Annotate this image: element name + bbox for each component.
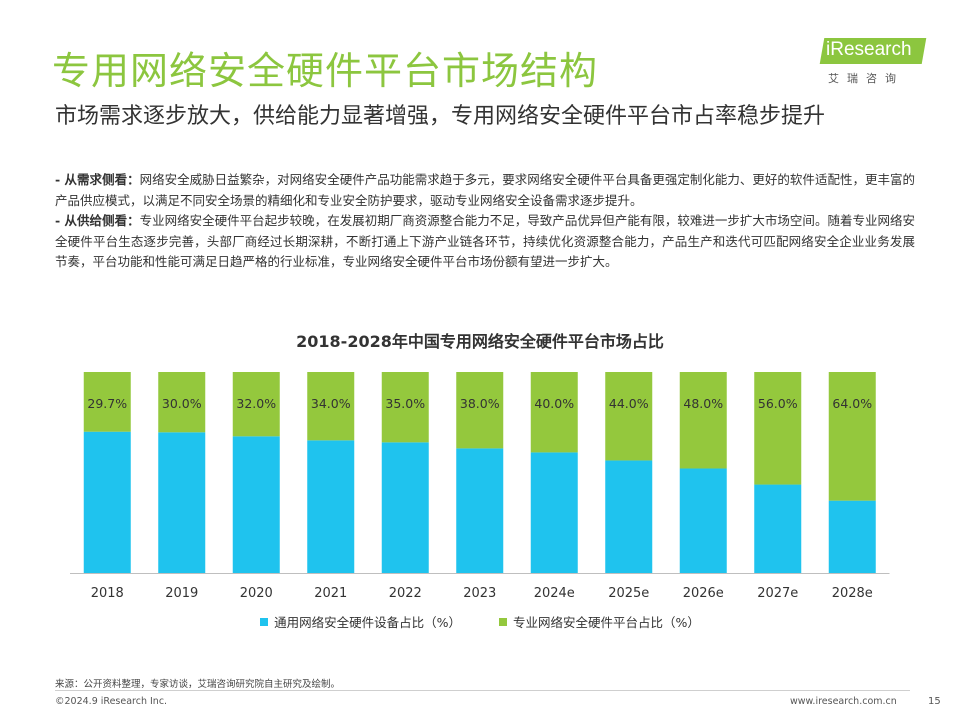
x-tick-label: 2022	[389, 586, 422, 601]
bar-professional	[605, 372, 653, 461]
x-tick-label: 2027e	[757, 586, 798, 601]
bar-general	[679, 468, 727, 573]
page-subtitle: 市场需求逐步放大，供给能力显著增强，专用网络安全硬件平台市占率稳步提升	[55, 104, 826, 129]
data-label: 44.0%	[609, 396, 649, 411]
website-link[interactable]: www.iresearch.com.cn	[790, 696, 897, 707]
page-title: 专用网络安全硬件平台市场结构	[52, 49, 599, 93]
bar-general	[605, 460, 653, 573]
x-tick-label: 2026e	[683, 586, 724, 601]
bar-professional	[828, 372, 876, 501]
bar-professional	[679, 372, 727, 469]
bar-general	[158, 432, 206, 573]
chart-legend: 通用网络安全硬件设备占比（%） 专业网络安全硬件平台占比（%）	[0, 612, 960, 631]
x-tick-label: 2024e	[534, 586, 575, 601]
data-label: 40.0%	[534, 396, 574, 411]
bar-professional	[307, 372, 355, 441]
bar-professional	[83, 372, 131, 432]
legend-swatch-general	[260, 617, 269, 626]
bar-professional	[381, 372, 429, 443]
bar-professional	[232, 372, 280, 437]
logo-text: iResearch	[826, 39, 912, 60]
bullet-label: - 从供给侧看：	[55, 213, 140, 228]
bar-general	[232, 436, 280, 573]
data-label: 64.0%	[832, 396, 872, 411]
bullet-text: 专业网络安全硬件平台起步较晚，在发展初期厂商资源整合能力不足，导致产品优异但产能…	[55, 213, 915, 269]
data-label: 56.0%	[758, 396, 798, 411]
page-number: 15	[928, 696, 941, 707]
bullet-supply: - 从供给侧看：专业网络安全硬件平台起步较晚，在发展初期厂商资源整合能力不足，导…	[55, 211, 915, 273]
bar-general	[828, 500, 876, 573]
bar-general	[307, 440, 355, 573]
bar-general	[456, 448, 504, 573]
bullet-list: - 从需求侧看：网络安全威胁日益繁杂，对网络安全硬件产品功能需求趋于多元，要求网…	[55, 170, 915, 273]
stacked-bar-chart: 29.7% 2018 30.0% 2019 32.0% 2020 34.0% 2021 35.0…	[70, 372, 890, 601]
data-label: 35.0%	[385, 396, 425, 411]
legend-label-professional: 专业网络安全硬件平台占比（%）	[513, 615, 700, 630]
bar-professional	[530, 372, 578, 453]
logo-subtext: 艾瑞咨询	[828, 72, 904, 85]
footer-divider	[55, 690, 910, 691]
data-label: 30.0%	[162, 396, 202, 411]
legend-label-general: 通用网络安全硬件设备占比（%）	[274, 615, 461, 630]
legend-swatch-professional	[499, 617, 507, 626]
bar-general	[754, 484, 802, 573]
x-tick-label: 2018	[91, 586, 124, 601]
data-label: 29.7%	[87, 396, 127, 411]
bar-general	[83, 431, 131, 573]
copyright: ©2024.9 iResearch Inc.	[55, 696, 168, 707]
source-note: 来源：公开资料整理，专家访谈，艾瑞咨询研究院自主研究及绘制。	[55, 679, 341, 690]
bullet-label: - 从需求侧看：	[55, 172, 140, 187]
legend-item-general: 通用网络安全硬件设备占比（%）	[260, 612, 461, 631]
bar-general	[530, 452, 578, 573]
iresearch-logo: iResearch 艾瑞咨询	[818, 30, 928, 86]
bar-professional	[456, 372, 504, 449]
x-tick-label: 2028e	[832, 586, 873, 601]
data-label: 32.0%	[236, 396, 276, 411]
x-tick-label: 2020	[240, 586, 273, 601]
bar-professional	[158, 372, 206, 433]
data-label: 38.0%	[460, 396, 500, 411]
data-label: 34.0%	[311, 396, 351, 411]
legend-item-professional: 专业网络安全硬件平台占比（%）	[499, 612, 700, 631]
data-label: 48.0%	[683, 396, 723, 411]
x-tick-label: 2021	[314, 586, 347, 601]
bullet-text: 网络安全威胁日益繁杂，对网络安全硬件产品功能需求趋于多元，要求网络安全硬件平台具…	[55, 172, 915, 208]
bar-general	[381, 442, 429, 573]
chart-title: 2018-2028年中国专用网络安全硬件平台市场占比	[296, 332, 664, 351]
x-tick-label: 2023	[463, 586, 496, 601]
x-tick-label: 2019	[165, 586, 198, 601]
bar-professional	[754, 372, 802, 485]
bullet-demand: - 从需求侧看：网络安全威胁日益繁杂，对网络安全硬件产品功能需求趋于多元，要求网…	[55, 170, 915, 211]
x-tick-label: 2025e	[608, 586, 649, 601]
